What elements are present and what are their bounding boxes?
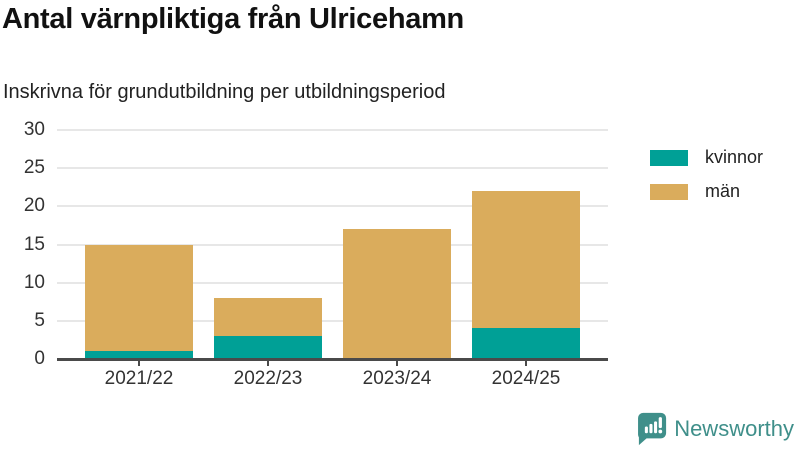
x-axis-line <box>57 358 608 361</box>
gridline <box>57 243 608 246</box>
x-tick-mark <box>138 360 140 366</box>
x-tick-mark <box>525 360 527 366</box>
bar-segment-män <box>472 191 580 329</box>
bar-segment-män <box>85 244 193 352</box>
bar-segment-män <box>343 229 451 359</box>
plot-area <box>57 129 608 361</box>
y-tick-label: 0 <box>34 348 45 369</box>
gridline <box>57 167 608 170</box>
x-tick-label: 2022/23 <box>233 368 303 389</box>
bar-segment-män <box>214 297 322 337</box>
gridline <box>57 281 608 284</box>
newsworthy-logo[interactable]: Newsworthy <box>638 412 794 446</box>
y-tick-label: 10 <box>23 271 45 293</box>
gridline <box>57 129 608 131</box>
y-tick-label: 15 <box>23 233 45 255</box>
y-tick-label: 20 <box>23 195 45 217</box>
bar-segment-kvinnor <box>472 328 580 359</box>
legend-swatch <box>650 183 688 200</box>
legend-swatch <box>650 149 688 166</box>
x-tick-mark <box>267 360 269 366</box>
y-axis: 0 5 10 15 20 25 30 <box>0 119 45 369</box>
gridline <box>57 205 608 208</box>
legend-label: män <box>705 181 741 201</box>
legend-label: kvinnor <box>705 147 764 167</box>
y-tick-label: 30 <box>23 119 45 140</box>
x-tick-mark <box>396 360 398 366</box>
gridline <box>57 319 608 322</box>
x-tick-label: 2021/22 <box>104 368 174 389</box>
bar-segment-kvinnor <box>214 336 322 359</box>
x-tick-label: 2024/25 <box>491 368 561 389</box>
y-tick-label: 5 <box>34 309 45 331</box>
chart-subtitle: Inskrivna för grundutbildning per utbild… <box>3 81 446 103</box>
bar-chart-speech-bubble-icon <box>638 412 667 446</box>
y-tick-label: 25 <box>23 157 45 179</box>
bar-segment-kvinnor <box>85 351 193 359</box>
x-tick-label: 2023/24 <box>362 368 432 389</box>
newsworthy-logo-text: Newsworthy <box>674 416 794 441</box>
chart-title: Antal värnpliktiga från Ulricehamn <box>2 3 464 35</box>
legend-item-kvinnor: kvinnor <box>650 147 763 168</box>
legend-item-män: män <box>650 181 763 202</box>
chart-legend: kvinnor män <box>650 147 763 215</box>
